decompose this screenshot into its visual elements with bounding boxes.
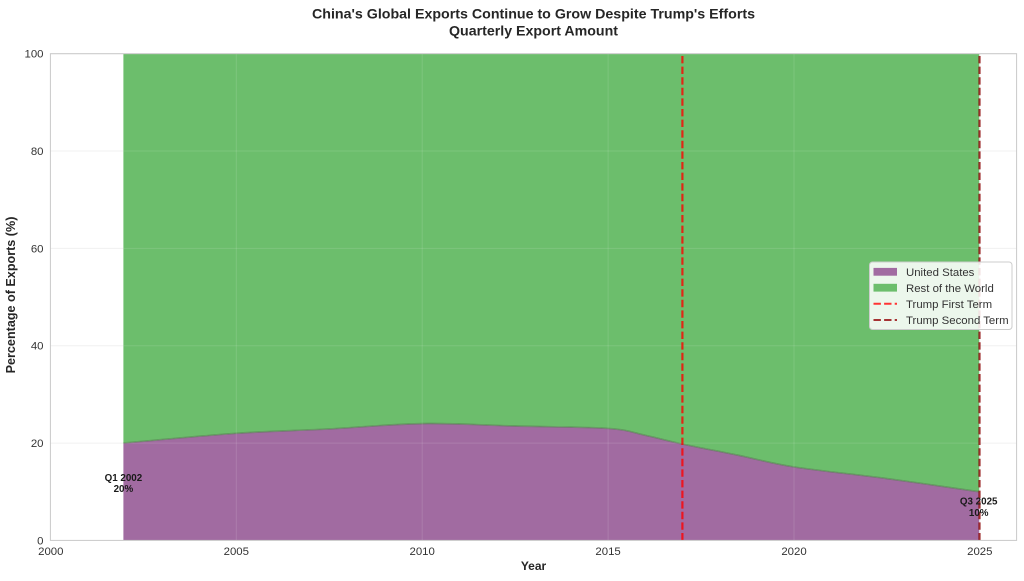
svg-text:Trump First Term: Trump First Term [906, 299, 992, 311]
svg-text:Percentage of Exports (%): Percentage of Exports (%) [4, 217, 18, 374]
svg-text:80: 80 [31, 146, 44, 158]
svg-text:United States: United States [906, 267, 975, 279]
svg-text:100: 100 [24, 49, 43, 61]
svg-text:Trump Second Term: Trump Second Term [906, 315, 1009, 327]
svg-text:2000: 2000 [38, 546, 63, 558]
svg-text:Q3 2025: Q3 2025 [960, 497, 998, 508]
svg-text:2020: 2020 [781, 546, 806, 558]
svg-text:2010: 2010 [410, 546, 435, 558]
svg-text:2005: 2005 [224, 546, 249, 558]
svg-text:Year: Year [521, 559, 547, 573]
svg-text:2015: 2015 [595, 546, 620, 558]
svg-text:Quarterly Export Amount: Quarterly Export Amount [449, 23, 618, 39]
svg-text:10%: 10% [969, 508, 989, 519]
svg-text:Rest of the World: Rest of the World [906, 283, 994, 295]
svg-text:China's Global Exports Continu: China's Global Exports Continue to Grow … [312, 6, 755, 22]
svg-text:20: 20 [31, 438, 44, 450]
svg-text:2025: 2025 [967, 546, 992, 558]
svg-text:0: 0 [37, 535, 43, 547]
svg-text:Q1 2002: Q1 2002 [105, 473, 143, 484]
svg-text:60: 60 [31, 243, 44, 255]
svg-text:40: 40 [31, 341, 44, 353]
svg-text:20%: 20% [114, 484, 134, 495]
